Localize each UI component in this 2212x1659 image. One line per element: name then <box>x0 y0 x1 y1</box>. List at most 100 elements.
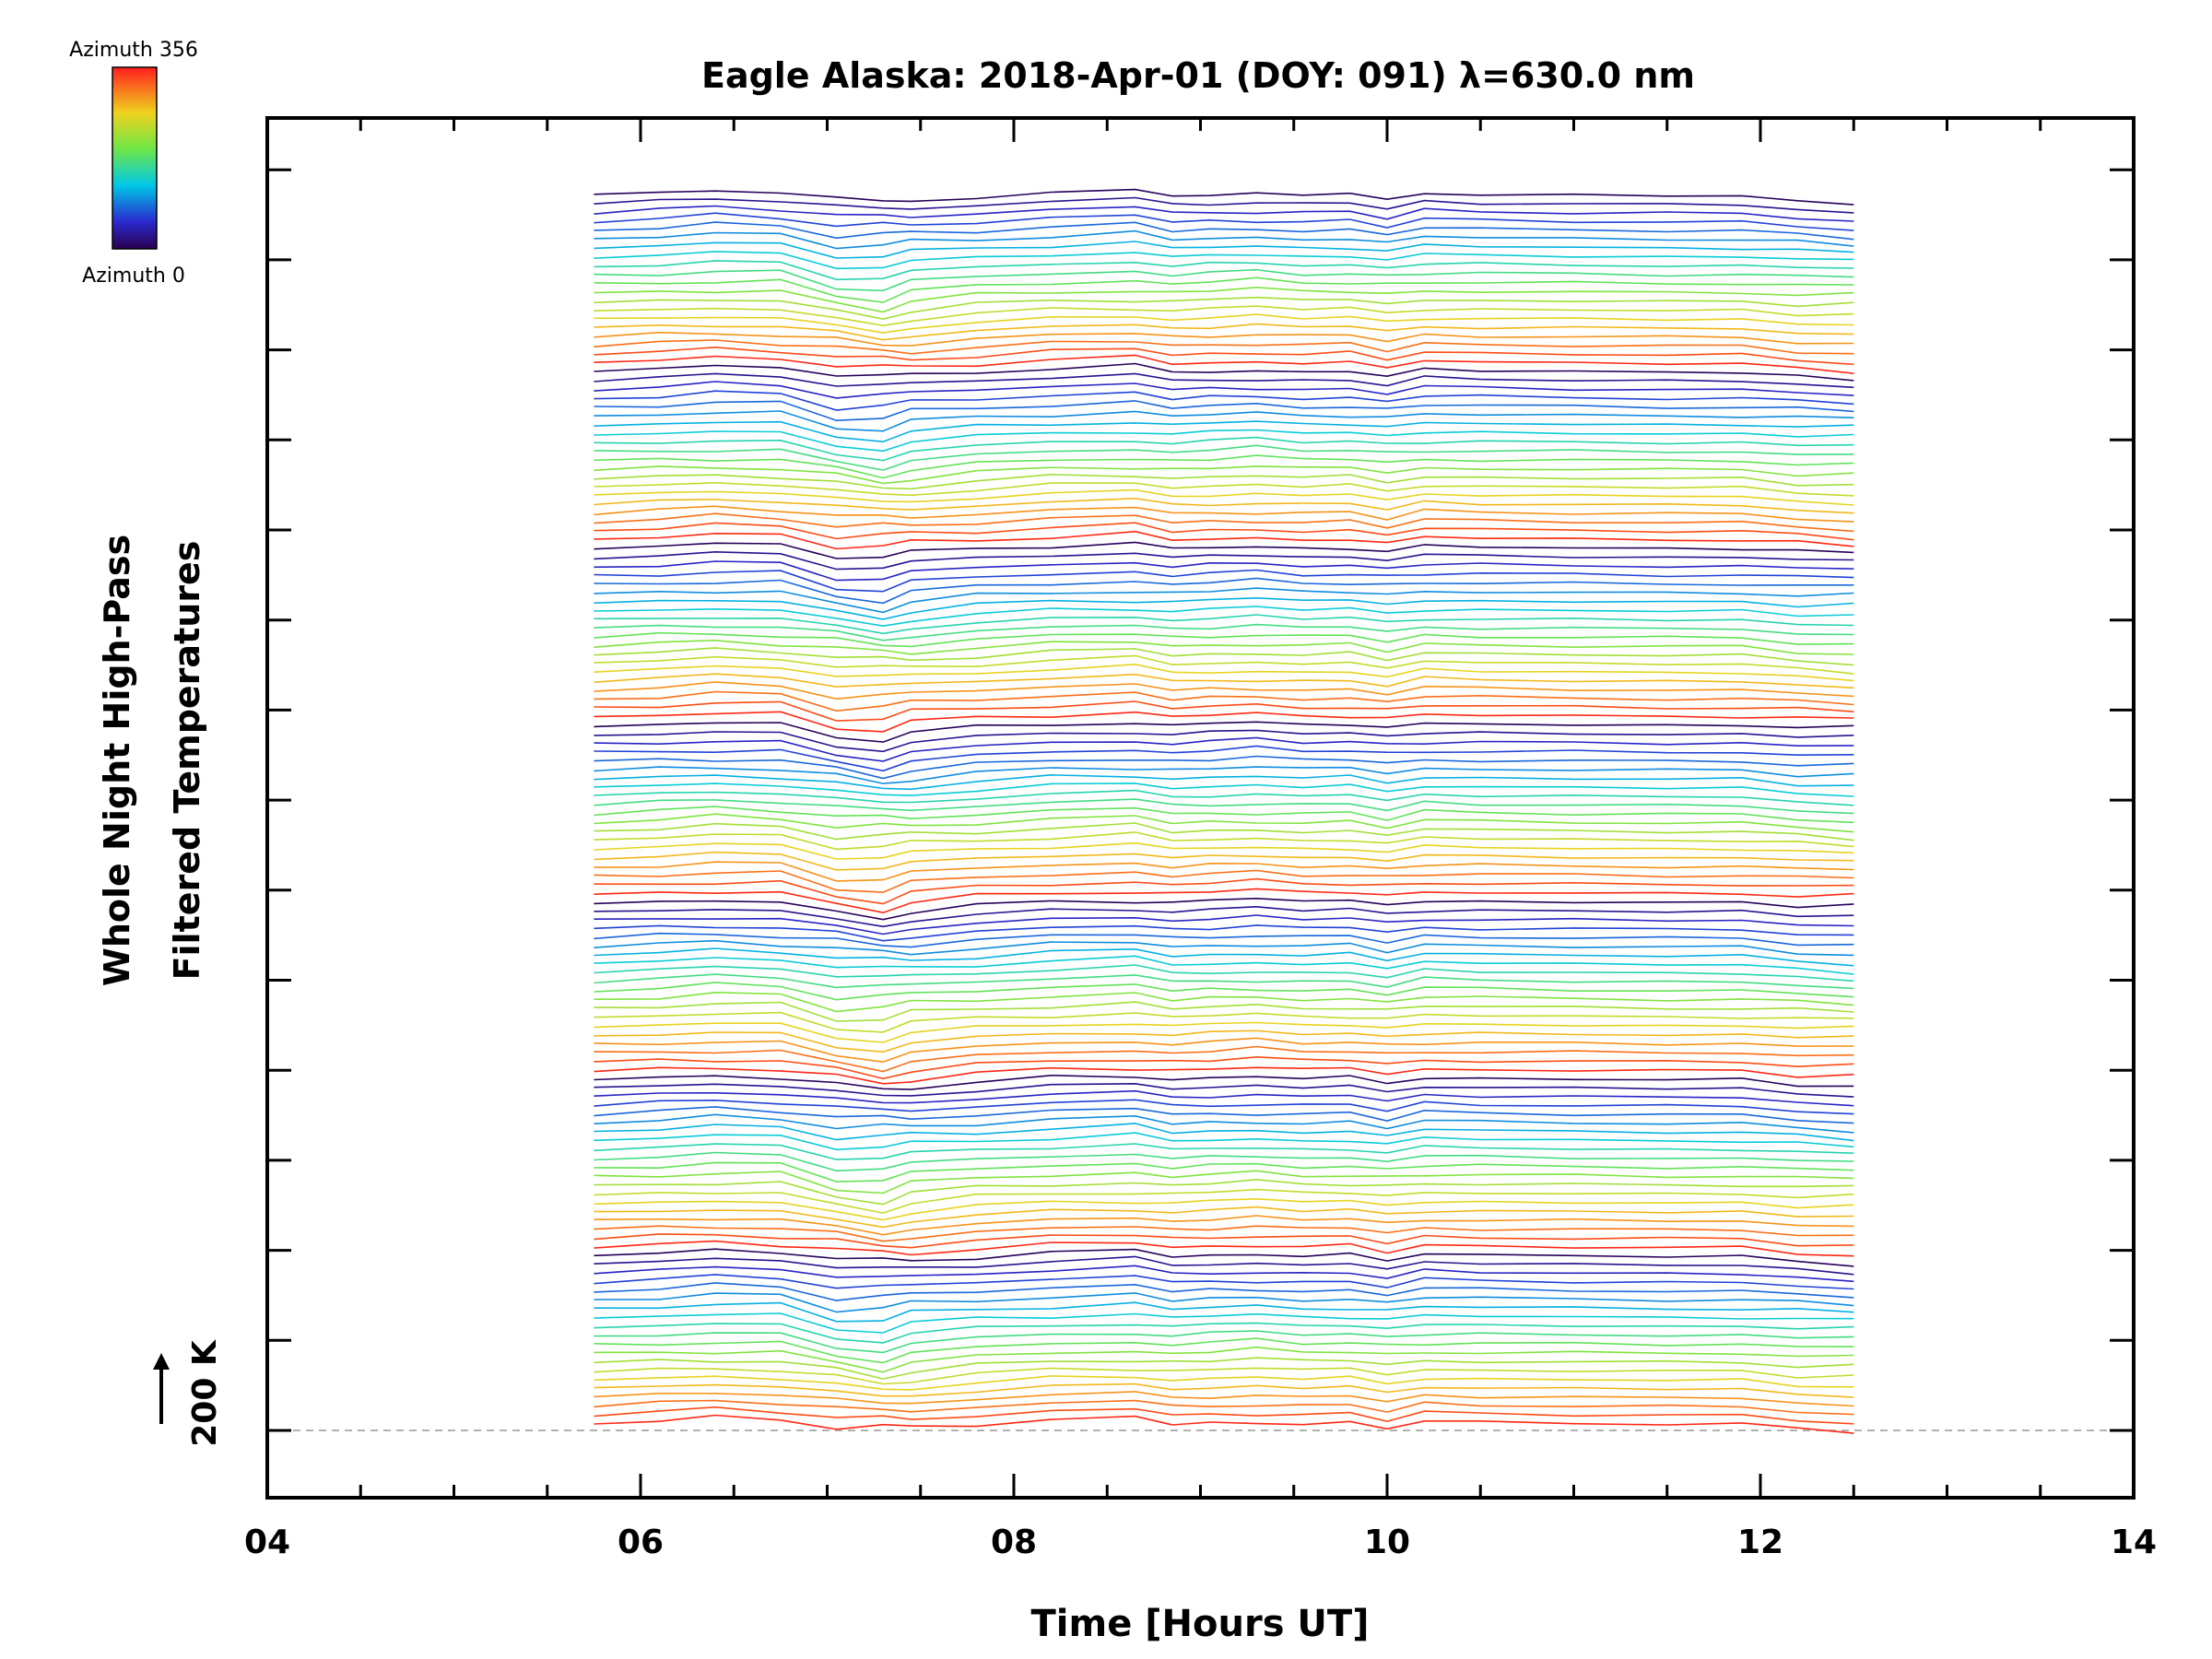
x-tick-label: 04 <box>244 1524 290 1561</box>
series-line <box>594 955 1854 975</box>
series-line <box>594 663 1854 682</box>
series-line <box>594 1066 1854 1085</box>
series-line <box>594 1399 1854 1416</box>
series-line <box>594 1143 1854 1160</box>
series-line <box>594 587 1854 614</box>
series-line <box>594 1255 1854 1276</box>
series-line <box>594 205 1854 222</box>
series-line <box>594 888 1854 914</box>
series-line <box>594 1414 1854 1434</box>
series-line <box>594 614 1854 635</box>
colorbar-bottom-label: Azimuth 0 <box>82 265 185 288</box>
x-ticks <box>265 118 2136 1498</box>
series-line <box>594 454 1854 479</box>
series-line <box>594 654 1854 675</box>
series-line <box>594 362 1854 382</box>
series-line <box>594 1113 1854 1134</box>
series-line <box>594 522 1854 541</box>
series-line <box>594 1089 1854 1107</box>
series-line <box>594 1282 1854 1301</box>
series-line <box>594 606 1854 628</box>
chart-title: Eagle Alaska: 2018-Apr-01 (DOY: 091) λ=6… <box>701 55 1695 96</box>
series-line <box>594 1074 1854 1090</box>
series-line <box>594 1367 1854 1385</box>
series-line <box>594 1248 1854 1267</box>
x-tick-label: 06 <box>618 1524 664 1561</box>
series-line <box>594 560 1854 582</box>
series-line <box>594 1021 1854 1043</box>
series-line <box>594 877 1854 905</box>
series-line <box>594 1330 1854 1354</box>
series-line <box>594 782 1854 797</box>
series-line <box>594 1292 1854 1313</box>
series-line <box>594 1206 1854 1229</box>
series-line <box>594 1337 1854 1364</box>
series-line <box>594 1045 1854 1073</box>
series-line <box>594 1001 1854 1022</box>
series-line <box>594 305 1854 327</box>
series-line <box>594 400 1854 422</box>
x-tick-label: 10 <box>1364 1524 1410 1561</box>
series-line <box>594 381 1854 399</box>
series-line <box>594 1382 1854 1398</box>
series-group <box>594 188 1854 1434</box>
series-line <box>594 596 1854 620</box>
series-line <box>594 444 1854 471</box>
series-line <box>594 1123 1854 1142</box>
series-line <box>594 1161 1854 1182</box>
series-line <box>594 789 1854 806</box>
series-line <box>594 939 1854 957</box>
series-line <box>594 1357 1854 1380</box>
series-line <box>594 1170 1854 1194</box>
series-line <box>594 1106 1854 1124</box>
scale-bar <box>153 1353 170 1424</box>
series-line <box>594 497 1854 514</box>
colorbar-top-label: Azimuth 356 <box>69 39 198 62</box>
series-line <box>594 798 1854 815</box>
series-line <box>594 429 1854 453</box>
series-line <box>594 623 1854 641</box>
series-line <box>594 1301 1854 1323</box>
series-line <box>594 1132 1854 1151</box>
series-line <box>594 711 1854 733</box>
series-line <box>594 1375 1854 1391</box>
series-line <box>594 991 1854 1013</box>
series-line <box>594 390 1854 411</box>
series-line <box>594 700 1854 722</box>
x-tick-labels: 04 06 08 10 12 14 <box>244 1524 2157 1561</box>
series-line <box>594 1099 1854 1115</box>
series-line <box>594 296 1854 321</box>
series-line <box>594 766 1854 784</box>
series-line <box>594 813 1854 833</box>
series-line <box>594 914 1854 935</box>
series-line <box>594 260 1854 281</box>
series-line <box>594 851 1854 871</box>
series-line <box>594 420 1854 443</box>
series-line <box>594 745 1854 772</box>
series-line <box>594 473 1854 490</box>
series-line <box>594 773 1854 791</box>
series-line <box>594 736 1854 762</box>
series-line <box>594 323 1854 341</box>
series-line <box>594 924 1854 942</box>
series-line <box>594 822 1854 841</box>
x-tick-label: 12 <box>1737 1524 1783 1561</box>
series-line <box>594 1406 1854 1425</box>
series-line <box>594 410 1854 432</box>
series-line <box>594 251 1854 270</box>
series-line <box>594 1030 1854 1053</box>
series-line <box>594 831 1854 851</box>
series-line <box>594 673 1854 689</box>
series-line <box>594 488 1854 506</box>
series-line <box>594 681 1854 700</box>
series-line <box>594 241 1854 259</box>
series-line <box>594 1037 1854 1064</box>
series-line <box>594 982 1854 1001</box>
series-line <box>594 1225 1854 1242</box>
series-line <box>594 339 1854 355</box>
x-tick-label: 08 <box>991 1524 1037 1561</box>
series-line <box>594 806 1854 824</box>
series-line <box>594 721 1854 743</box>
series-line <box>594 1265 1854 1283</box>
